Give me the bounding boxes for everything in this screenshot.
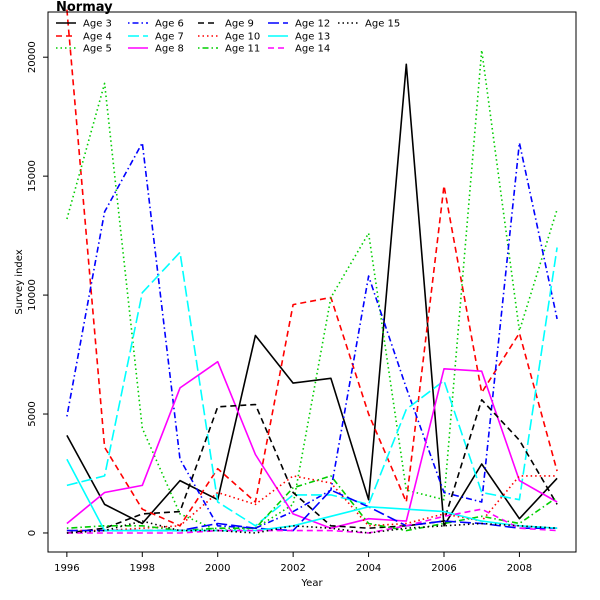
x-tick-label: 2006 [431,563,456,574]
x-tick-label: 2008 [507,563,532,574]
legend-label: Age 6 [155,19,184,30]
legend-label: Age 13 [295,32,330,43]
series-line-9 [66,475,558,532]
legend-label: Age 14 [295,44,330,55]
x-axis: 1996 1998 2000 2002 2004 2006 2008 [54,552,532,574]
y-tick-label: 5000 [27,401,38,426]
series-line-10 [66,489,558,532]
legend-label: Age 11 [225,44,260,55]
x-tick-label: 1998 [130,563,155,574]
legend-label: Age 15 [365,19,400,30]
series-line-6 [66,360,558,530]
x-tick-label: 2002 [280,563,305,574]
legend-label: Age 5 [83,44,112,55]
y-tick-label: 15000 [27,160,38,192]
series-line-3 [66,49,558,532]
series-line-4 [66,142,558,530]
series-line-5 [66,247,558,527]
x-tick-label: 2004 [356,563,381,574]
legend-label: Age 4 [83,32,112,43]
x-tick-label: 2000 [205,563,230,574]
series-line-12 [66,508,558,534]
x-tick-label: 1996 [54,563,79,574]
y-axis: 0 5000 10000 15000 20000 [27,41,48,536]
legend-label: Age 8 [155,44,184,55]
x-axis-title: Year [300,578,323,589]
y-tick-label: 10000 [27,279,38,311]
y-tick-label: 20000 [27,41,38,73]
series-line-13 [66,520,558,534]
series-line-2 [66,9,558,527]
series-line-7 [66,398,558,534]
series-line-11 [66,458,558,532]
y-tick-label: 0 [27,530,38,536]
series-group [66,9,558,534]
series-line-1 [66,63,558,527]
legend-label: Age 10 [225,32,260,43]
legend-label: Age 9 [225,19,254,30]
y-axis-title: Survey index [14,249,25,314]
chart-title: Normay [56,0,113,15]
legend-label: Age 3 [83,19,112,30]
legend-label: Age 12 [295,19,330,30]
legend-label: Age 7 [155,32,184,43]
plot-frame [47,11,577,553]
